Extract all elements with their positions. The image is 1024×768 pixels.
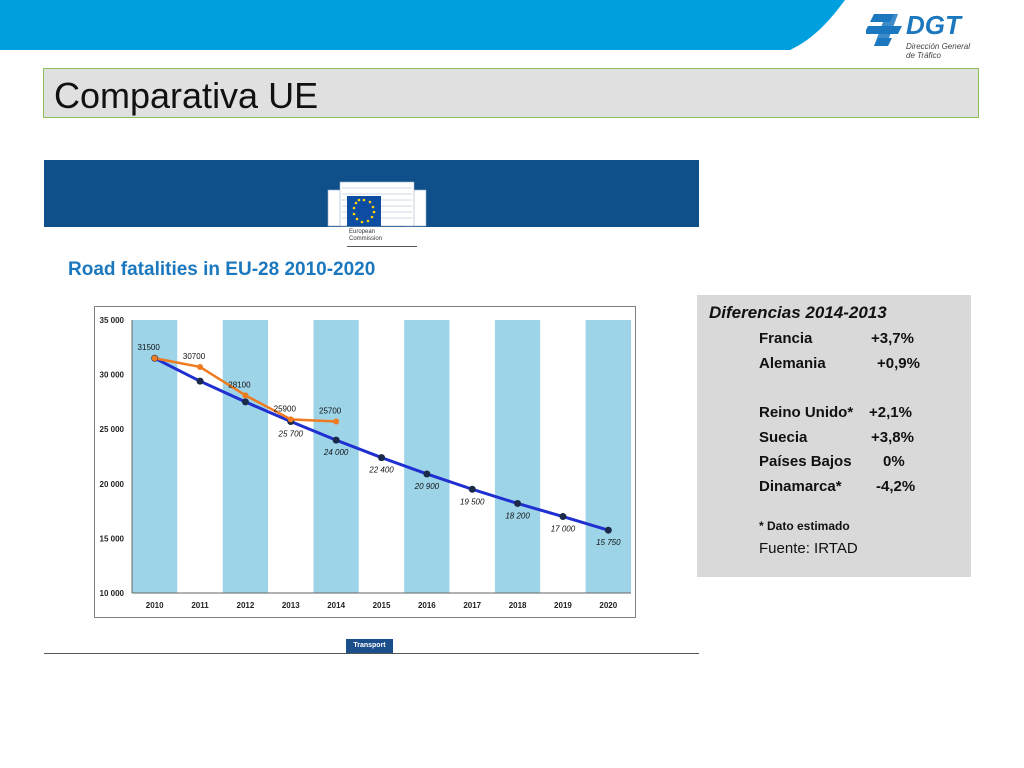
differences-source: Fuente: IRTAD (759, 540, 858, 557)
chart-x-tick-label: 2015 (373, 601, 391, 610)
diff-value: +3,7% (871, 330, 914, 347)
chart-column-band (404, 320, 450, 593)
dgt-logo: DGT Dirección General de Tráfico (864, 8, 986, 64)
chart-point (423, 470, 431, 478)
slide-title-box: Comparativa UE (43, 68, 979, 118)
chart-x-tick-label: 2016 (418, 601, 436, 610)
chart-point (197, 363, 204, 370)
footer-line (44, 653, 699, 654)
chart-data-label: 24 000 (323, 448, 349, 457)
chart-data-label: 25900 (274, 404, 297, 413)
chart-point (559, 513, 567, 521)
diff-country: Dinamarca* (759, 478, 842, 495)
ec-label-line1: European (349, 229, 376, 235)
diff-value: +3,8% (871, 429, 914, 446)
chart-point (241, 398, 249, 406)
chart-data-label: 18 200 (505, 511, 530, 520)
diff-country: Reino Unido* (759, 404, 854, 421)
chart-x-tick-label: 2010 (146, 601, 164, 610)
chart-y-tick-label: 10 000 (100, 589, 125, 598)
diff-row-reino-unido: Reino Unido* +2,1% (759, 404, 912, 421)
chart-x-tick-label: 2019 (554, 601, 572, 610)
dgt-wordmark: DGT (906, 10, 961, 40)
diff-row-dinamarca: Dinamarca* -4,2% (759, 478, 915, 495)
chart-data-label: 19 500 (460, 497, 485, 506)
chart-column-band (449, 320, 495, 593)
ec-label: European Commission (349, 229, 382, 243)
chart-column-band (494, 320, 541, 593)
chart-column-band (540, 320, 586, 593)
diff-value: +0,9% (877, 355, 920, 372)
slide-title: Comparativa UE (54, 75, 319, 116)
dgt-emblem-icon (864, 14, 902, 46)
chart-point (468, 485, 476, 493)
dgt-subtitle-line2: de Tráfico (906, 51, 941, 60)
chart-data-label: 15 750 (596, 538, 621, 547)
chart-data-label: 20 900 (414, 482, 440, 491)
chart-point (332, 436, 340, 444)
chart-column-band (585, 320, 631, 593)
chart-point (514, 499, 522, 507)
diff-country: Francia (759, 330, 813, 347)
chart-y-tick-label: 25 000 (100, 425, 125, 434)
top-band (0, 0, 845, 50)
chart-x-tick-label: 2018 (509, 601, 527, 610)
chart-point (196, 377, 204, 385)
chart-y-tick-label: 30 000 (100, 371, 125, 380)
chart-y-tick-label: 20 000 (100, 480, 125, 489)
differences-box: Diferencias 2014-2013 Francia +3,7% Alem… (697, 295, 971, 577)
chart-y-tick-label: 35 000 (100, 316, 125, 325)
diff-value: -4,2% (876, 478, 916, 495)
chart-column-band (313, 320, 359, 593)
diff-row-suecia: Suecia +3,8% (759, 429, 914, 446)
chart-x-tick-label: 2011 (191, 601, 209, 610)
differences-title: Diferencias 2014-2013 (709, 303, 887, 322)
chart-title: Road fatalities in EU-28 2010-2020 (68, 259, 376, 280)
chart-column-band (222, 320, 269, 593)
diff-country: Suecia (759, 429, 808, 446)
road-fatalities-chart: 10 000 15 000 20 000 25 000 30 000 35 000 2010… (100, 316, 631, 610)
chart-data-label: 25 700 (278, 430, 304, 439)
chart-data-label: 25700 (319, 407, 342, 416)
chart-column-band (268, 320, 314, 593)
chart-data-label: 31500 (138, 343, 161, 352)
differences-note: * Dato estimado (759, 519, 850, 533)
chart-x-tick-label: 2012 (237, 601, 255, 610)
chart-point (242, 392, 249, 399)
dgt-subtitle-line1: Dirección General (906, 42, 971, 51)
chart-point (151, 355, 158, 362)
diff-country: Países Bajos (759, 453, 852, 470)
diff-value: +2,1% (869, 404, 912, 421)
chart-data-label: 22 400 (368, 466, 394, 475)
chart-point (287, 416, 294, 423)
chart-point (604, 526, 612, 534)
diff-value: 0% (883, 453, 905, 470)
chart-x-tick-label: 2017 (463, 601, 481, 610)
chart-data-label: 17 000 (551, 525, 576, 534)
ec-label-line2: Commission (349, 236, 383, 242)
chart-data-label: 30700 (183, 352, 206, 361)
european-commission-logo-icon (327, 181, 427, 247)
transport-tag: Transport (346, 639, 393, 653)
chart-point (378, 454, 385, 462)
chart-point (333, 418, 340, 425)
chart-x-tick-label: 2013 (282, 601, 300, 610)
diff-row-francia: Francia +3,7% (759, 330, 914, 347)
diff-row-paises-bajos: Países Bajos 0% (759, 453, 905, 470)
diff-country: Alemania (759, 355, 826, 372)
diff-row-alemania: Alemania +0,9% (759, 355, 920, 372)
chart-data-label: 28100 (228, 380, 251, 389)
chart-y-tick-label: 15 000 (100, 534, 125, 543)
chart-x-tick-label: 2020 (599, 601, 617, 610)
dgt-subtitle: Dirección General de Tráfico (906, 42, 970, 60)
chart-x-tick-label: 2014 (327, 601, 345, 610)
